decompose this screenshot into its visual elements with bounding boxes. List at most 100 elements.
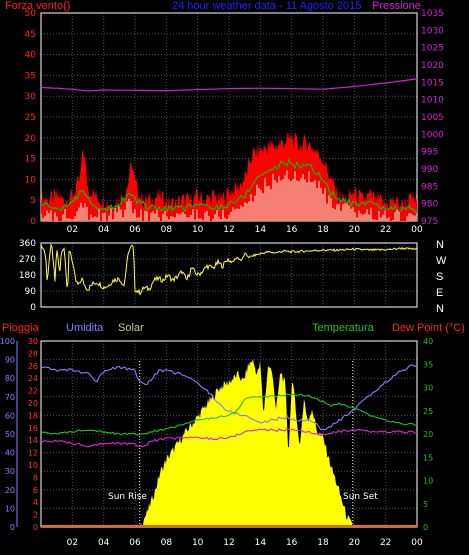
wind-x-tick-label: 08 — [161, 225, 173, 235]
pressure-line — [40, 78, 418, 92]
humidity-tick-label: 10 — [28, 461, 38, 470]
rain-tick-label: 50 — [5, 430, 15, 439]
humidity-tick-label: 24 — [28, 374, 38, 383]
pressure-axis-label: Pressione — [372, 0, 421, 12]
pressure-tick-label: 990 — [421, 165, 438, 175]
temperature-tick-label: 15 — [423, 453, 433, 462]
humidity-tick-label: 0 — [33, 523, 38, 532]
wind-direction-line — [40, 242, 418, 296]
temperature-tick-label: 20 — [423, 430, 433, 439]
climate-x-tick-label: 12 — [223, 538, 234, 548]
wind-x-tick-label: 12 — [223, 225, 234, 235]
climate-x-tick-label: 14 — [255, 538, 267, 548]
temperature-tick-label: 35 — [423, 360, 433, 369]
sun-set-annotation: Sun Set — [343, 492, 378, 502]
wind-tick-label: 15 — [25, 155, 36, 165]
humidity-tick-label: 30 — [28, 337, 38, 346]
humidity-tick-label: 20 — [28, 399, 38, 408]
solar-label: Solar — [118, 322, 144, 334]
wind-tick-label: 35 — [25, 71, 36, 81]
pressure-tick-label: 1015 — [421, 78, 444, 88]
wind-tick-label: 5 — [30, 196, 36, 206]
direction-label-n-bottom: N — [436, 303, 444, 315]
temperature-tick-label: 5 — [423, 500, 428, 509]
wind-x-tick-label: 06 — [129, 225, 141, 235]
wind-panel-frame — [40, 12, 418, 222]
rain-tick-label: 100 — [0, 337, 15, 346]
direction-tick-label: 360 — [19, 239, 36, 249]
direction-tick-label: 90 — [25, 287, 37, 297]
wind-tick-label: 0 — [30, 217, 36, 227]
wind-x-tick-label: 22 — [380, 225, 391, 235]
solar-area — [140, 359, 352, 527]
humidity-tick-label: 12 — [28, 449, 38, 458]
climate-x-tick-label: 10 — [192, 538, 204, 548]
humidity-tick-label: 4 — [33, 498, 38, 507]
dew-point-line — [40, 427, 418, 448]
temperature-tick-label: 0 — [423, 523, 428, 532]
pressure-tick-label: 1010 — [421, 96, 444, 106]
rain-tick-label: 30 — [5, 467, 15, 476]
rain-tick-label: 80 — [5, 374, 15, 383]
humidity-line — [40, 364, 418, 431]
wind-x-tick-label: 04 — [98, 225, 110, 235]
wind-tick-label: 30 — [25, 92, 37, 102]
wind-x-tick-label: 20 — [349, 225, 361, 235]
climate-x-tick-label: 20 — [349, 538, 361, 548]
wind-x-tick-label: 18 — [317, 225, 329, 235]
pressure-tick-label: 985 — [421, 182, 438, 192]
humidity-tick-label: 16 — [28, 424, 38, 433]
climate-x-tick-label: 18 — [317, 538, 329, 548]
direction-label-e: E — [436, 287, 444, 299]
pressure-tick-label: 975 — [421, 217, 438, 227]
wind-tick-label: 10 — [25, 175, 37, 185]
direction-tick-label: 180 — [19, 271, 36, 281]
wind-x-tick-label: 16 — [286, 225, 298, 235]
rain-tick-label: 40 — [5, 449, 15, 458]
climate-x-tick-label: 02 — [67, 538, 78, 548]
temperature-tick-label: 30 — [423, 384, 433, 393]
pressure-tick-label: 1030 — [421, 26, 444, 36]
direction-label-s: S — [436, 271, 444, 283]
temperature-tick-label: 40 — [423, 337, 433, 346]
rain-tick-label: 70 — [5, 393, 15, 402]
rain-tick-label: 10 — [5, 504, 15, 513]
rain-tick-label: 0 — [10, 523, 15, 532]
wind-tick-label: 40 — [25, 51, 37, 61]
chart-title: 24 hour weather data - 11 Agosto 2015 — [172, 0, 362, 12]
climate-x-tick-label: 06 — [129, 538, 141, 548]
dew-point-label: Dew Point (°C) — [392, 322, 465, 334]
climate-x-tick-label: 16 — [286, 538, 298, 548]
temperature-tick-label: 25 — [423, 407, 433, 416]
pressure-tick-label: 1005 — [421, 113, 444, 123]
direction-tick-label: 0 — [30, 303, 36, 313]
temperature-line — [40, 393, 418, 436]
wind-tick-label: 20 — [25, 134, 37, 144]
humidity-tick-label: 26 — [28, 362, 38, 371]
pressure-tick-label: 995 — [421, 148, 438, 158]
wind-average-line — [40, 158, 418, 214]
wind-x-tick-label: 02 — [67, 225, 78, 235]
pressure-tick-label: 1025 — [421, 44, 444, 54]
humidity-label: Umidita — [66, 322, 104, 334]
climate-x-tick-label: 00 — [411, 538, 423, 548]
humidity-tick-label: 6 — [33, 486, 38, 495]
wind-tick-label: 45 — [25, 30, 36, 40]
temperature-tick-label: 10 — [423, 477, 433, 486]
humidity-tick-label: 2 — [33, 511, 38, 520]
wind-x-tick-label: 14 — [255, 225, 267, 235]
humidity-tick-label: 18 — [28, 411, 38, 420]
rain-tick-label: 60 — [5, 411, 15, 420]
wind-tick-label: 25 — [25, 113, 36, 123]
climate-x-tick-label: 04 — [98, 538, 110, 548]
rain-tick-label: 20 — [5, 486, 15, 495]
rain-label: Pioggia — [2, 322, 39, 334]
direction-tick-label: 270 — [19, 255, 36, 265]
climate-x-tick-label: 08 — [161, 538, 173, 548]
wind-tick-label: 50 — [25, 9, 37, 19]
pressure-tick-label: 1035 — [421, 9, 444, 19]
pressure-tick-label: 1020 — [421, 61, 444, 71]
pressure-tick-label: 1000 — [421, 130, 444, 140]
direction-label-n-top: N — [436, 239, 444, 251]
